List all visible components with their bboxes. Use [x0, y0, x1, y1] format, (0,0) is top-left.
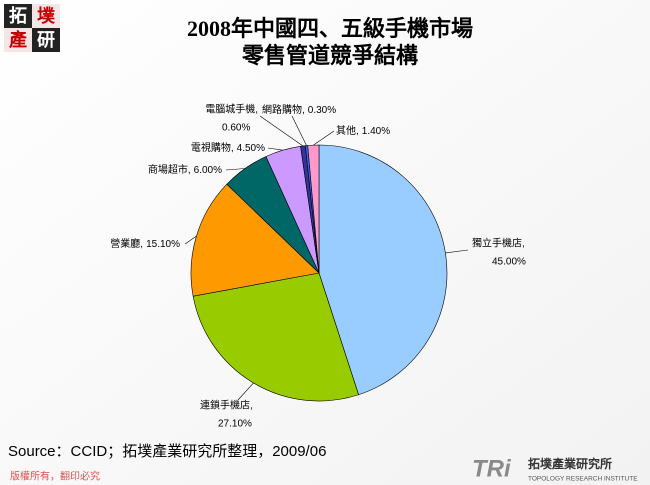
- footer-copyright: 版權所有，翻印必究: [10, 470, 100, 483]
- leader-line: [313, 130, 335, 146]
- brand-name: 拓墣產業研究所: [528, 456, 612, 471]
- logo-box: [32, 28, 60, 52]
- pie-slice: [192, 272, 359, 402]
- pie: 獨立手機店, 45.00% 連鎖手機店, 27.10% 營業廳, 15.10% 商場超市, 6…: [110, 103, 526, 430]
- slice-label-group: 營業廳, 15.10%: [110, 237, 180, 250]
- slice-value-label: 45.00%: [492, 257, 526, 268]
- logo-box: [4, 4, 32, 28]
- slice-value-label: 4.50%: [237, 143, 265, 154]
- slice-label: 獨立手機店,: [472, 237, 525, 250]
- slice-label: 其他,: [336, 124, 359, 137]
- logo-char: 產: [9, 29, 27, 50]
- slice-label: 電腦城手機,: [205, 103, 258, 116]
- slice-label: 網路購物,: [262, 103, 305, 116]
- slice-label: 商場超市,: [148, 163, 191, 176]
- logo-char: 拓: [9, 5, 27, 26]
- pie-slice: [190, 183, 320, 297]
- slice-label-group: 其他, 1.40%: [336, 124, 390, 137]
- pie-slice: [307, 144, 320, 274]
- chart-title: 2008年中國四、五級手機市場: [187, 16, 473, 41]
- leader-line: [237, 382, 254, 401]
- slice-value-label: 6.00%: [194, 165, 222, 176]
- leader-line: [291, 115, 307, 146]
- leader-line: [259, 115, 304, 147]
- leader-line: [184, 235, 197, 245]
- slice-value-label: 27.10%: [218, 419, 252, 430]
- brand-mark: TRi: [472, 455, 512, 482]
- slice-value-label: 15.10%: [146, 239, 180, 250]
- logo: 拓 墣 產 研: [4, 4, 60, 52]
- slice-label-group: 電視購物, 4.50%: [191, 141, 265, 154]
- slice-label: 營業廳,: [110, 237, 143, 250]
- leader-line: [267, 147, 283, 151]
- slice-value-label: 0.30%: [308, 105, 336, 116]
- leader-line: [445, 249, 469, 254]
- leader-line: [225, 168, 246, 171]
- slice-label: 連鎖手機店,: [200, 399, 253, 412]
- chart-subtitle: 零售管道競爭結構: [241, 43, 418, 68]
- slice-label-group: 商場超市, 6.00%: [148, 163, 222, 176]
- logo-char: 研: [37, 30, 55, 50]
- pie-slice: [318, 144, 448, 396]
- slice-label-group: 網路購物, 0.30%: [262, 103, 336, 116]
- logo-char: 墣: [37, 6, 55, 26]
- brand-name-en: TOPOLOGY RESEARCH INSTITUTE: [528, 476, 638, 483]
- source-note: Source：CCID；拓墣產業研究所整理，2009/06: [8, 443, 326, 460]
- logo-box: [4, 28, 32, 52]
- slice-value-label: 0.60%: [222, 123, 250, 134]
- logo-box: [32, 4, 60, 28]
- slice-label: 電視購物,: [191, 141, 234, 154]
- slice-value-label: 1.40%: [362, 126, 390, 137]
